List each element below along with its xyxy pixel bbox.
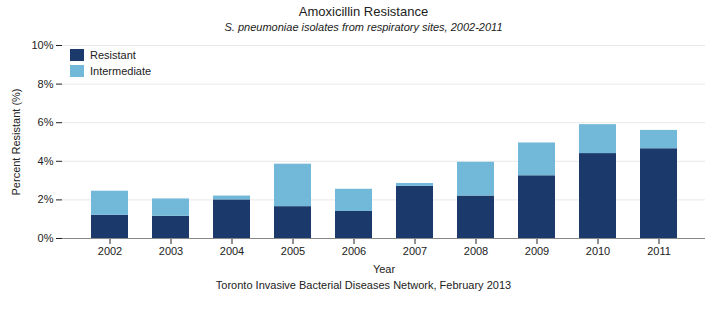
html-text:Intermediate: Intermediate: [90, 65, 152, 77]
svg-text:2005: 2005: [281, 245, 305, 257]
svg-text:2007: 2007: [403, 245, 427, 257]
svg-text:Percent Resistant (%): Percent Resistant (%): [10, 89, 22, 196]
svg-text:2006: 2006: [342, 245, 366, 257]
html-text:S. pneumoniae isolates from re: S. pneumoniae isolates from respiratory …: [224, 21, 503, 33]
svg-text:2002: 2002: [98, 245, 122, 257]
svg-text:2003: 2003: [159, 245, 183, 257]
svg-text:4%: 4%: [38, 155, 54, 167]
html-text:Toronto Invasive Bacterial Dis: Toronto Invasive Bacterial Diseases Netw…: [215, 279, 512, 291]
svg-text:Year: Year: [373, 263, 396, 275]
svg-text:2009: 2009: [525, 245, 549, 257]
svg-text:2008: 2008: [464, 245, 488, 257]
svg-text:2004: 2004: [220, 245, 244, 257]
svg-text:2011: 2011: [647, 245, 671, 257]
svg-text:8%: 8%: [38, 78, 54, 90]
html-text:Resistant: Resistant: [90, 49, 136, 61]
svg-text:0%: 0%: [38, 232, 54, 244]
svg-text:2%: 2%: [38, 193, 54, 205]
svg-text:10%: 10%: [31, 39, 53, 51]
svg-text:6%: 6%: [38, 116, 54, 128]
svg-text:2010: 2010: [586, 245, 610, 257]
html-text:Amoxicillin Resistance: Amoxicillin Resistance: [298, 4, 429, 19]
